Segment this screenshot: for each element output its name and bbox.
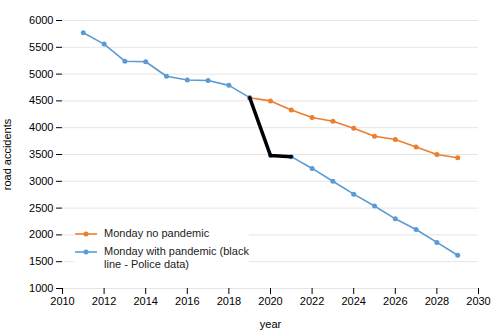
- svg-text:2028: 2028: [425, 295, 449, 307]
- svg-text:2000: 2000: [29, 228, 53, 240]
- svg-text:3500: 3500: [29, 148, 53, 160]
- svg-text:2024: 2024: [341, 295, 365, 307]
- svg-text:road accidents: road accidents: [1, 118, 13, 190]
- svg-text:1500: 1500: [29, 255, 53, 267]
- svg-text:2020: 2020: [258, 295, 282, 307]
- svg-text:2016: 2016: [175, 295, 199, 307]
- svg-text:5500: 5500: [29, 41, 53, 53]
- svg-text:3000: 3000: [29, 175, 53, 187]
- svg-text:6000: 6000: [29, 14, 53, 26]
- html-text:Monday with pandemic (black li: Monday with pandemic (black line - Polic…: [104, 244, 249, 271]
- svg-text:2026: 2026: [383, 295, 407, 307]
- svg-text:2030: 2030: [466, 295, 490, 307]
- svg-text:2014: 2014: [133, 295, 157, 307]
- svg-text:2018: 2018: [217, 295, 241, 307]
- svg-text:1000: 1000: [29, 282, 53, 294]
- svg-text:4500: 4500: [29, 94, 53, 106]
- svg-text:5000: 5000: [29, 68, 53, 80]
- svg-text:year: year: [260, 318, 282, 330]
- svg-text:4000: 4000: [29, 121, 53, 133]
- html-text:Monday no pandemic: Monday no pandemic: [104, 226, 210, 239]
- svg-text:2022: 2022: [300, 295, 324, 307]
- svg-text:2500: 2500: [29, 202, 53, 214]
- svg-text:2010: 2010: [50, 295, 74, 307]
- svg-text:2012: 2012: [92, 295, 116, 307]
